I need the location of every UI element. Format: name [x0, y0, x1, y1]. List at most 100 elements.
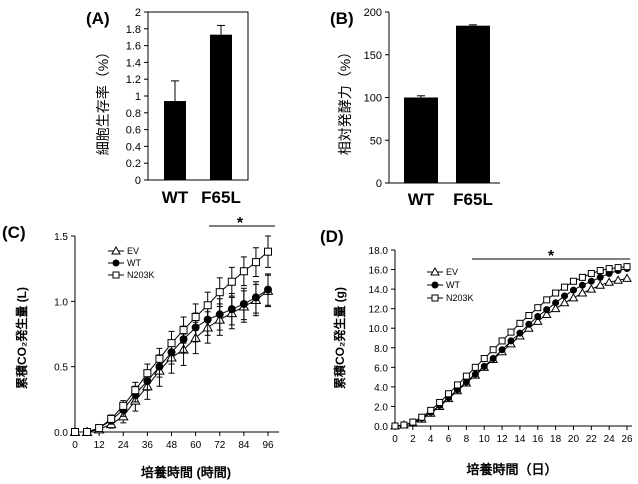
panel-a-bar-f65l: [210, 34, 232, 181]
panel-d-series-wt-point: [498, 346, 506, 354]
panel-c-legend-n203k-label: N203K: [127, 270, 155, 280]
panel-c-x-tick-label: 36: [142, 440, 154, 451]
panel-a-y-tick-label: 0: [135, 175, 141, 187]
panel-c-y-tick-label: 1.5: [54, 232, 68, 243]
panel-b-bar-wt: [404, 97, 438, 183]
panel-c-legend: EV WT N203K: [108, 245, 155, 280]
panel-c-series-wt-point: [227, 305, 236, 314]
panel-c-legend-wt-point: [112, 259, 120, 267]
panel-c-x-tick-label: 48: [166, 440, 178, 451]
panel-a-y-tick-label: 0.4: [126, 141, 141, 153]
panel-c-legend-ev-label: EV: [127, 246, 139, 256]
panel-b-y-tick-label: 0: [376, 178, 382, 190]
panel-d-series-n203k-point: [614, 264, 622, 272]
panel-c-significance-star: *: [237, 215, 244, 232]
panel-b-y-axis-title: 相対発酵力（%）: [337, 45, 353, 155]
panel-b-bar-f65l: [456, 25, 490, 184]
panel-d-x-tick-label: 2: [410, 434, 416, 445]
panel-c-series-n203k-point: [179, 326, 188, 335]
panel-d-series-n203k-point: [578, 273, 586, 281]
panel-d-series-wt-point: [569, 286, 577, 294]
panel-d-x-tick-label: 14: [514, 434, 526, 445]
panel-d-y-tick-label: 14.0: [369, 285, 389, 296]
panel-d-series-n203k-point: [516, 319, 524, 327]
panel-c-x-tick-label: 60: [190, 440, 202, 451]
panel-d-x-tick-label: 20: [568, 434, 580, 445]
panel-d-series-n203k-point: [561, 283, 569, 291]
panel-d-x-tick-label: 10: [479, 434, 491, 445]
panel-d-y-tick-label: 6.0: [374, 363, 388, 374]
panel-d-legend-wt-point: [431, 281, 439, 289]
panel-d-series-ev-point: [586, 284, 597, 293]
panel-d-series-n203k-point: [400, 421, 408, 429]
panel-d-y-tick-label: 18.0: [369, 246, 389, 257]
panel-c-series-n203k-point: [191, 313, 200, 322]
panel-d-x-tick-label: 24: [604, 434, 616, 445]
panel-d-series-n203k-point: [596, 267, 604, 275]
panel-d-series-n203k-point: [436, 399, 444, 407]
panel-d-label: (D): [320, 227, 344, 246]
panel-c-series-n203k-point: [167, 339, 176, 348]
panel-d-series-wt-point: [543, 306, 551, 314]
panel-a-y-tick-label: 2: [135, 7, 141, 19]
panel-d-series-wt-point: [516, 329, 524, 337]
panel-d-series-wt-point: [552, 299, 560, 307]
panel-a-label: (A): [86, 9, 110, 28]
panel-b: (B) 相対発酵力（%） 0 50 100 150 200 WT F65L: [330, 7, 500, 209]
panel-d-series-n203k-point: [525, 312, 533, 320]
panel-a-y-axis-title: 細胞生存率（%）: [95, 45, 111, 155]
panel-d-series-n203k-point: [543, 296, 551, 304]
panel-d-x-tick-label: 8: [464, 434, 470, 445]
panel-c-series-n203k-point: [203, 301, 212, 310]
panel-a-y-tick-label: 0.8: [126, 108, 141, 120]
panel-b-y-tick-label: 150: [364, 50, 382, 62]
panel-c-label: (C): [2, 223, 26, 242]
panel-d-series-wt-point: [471, 370, 479, 378]
panel-c-series-n203k-point: [251, 258, 260, 267]
panel-d-series-n203k-point: [498, 337, 506, 345]
panel-a-y-tick-label: 1: [135, 91, 141, 103]
panel-a-y-tick-label: 0.2: [126, 158, 141, 170]
panel-a-y-tick-label: 1.2: [126, 74, 141, 86]
panel-c-series-n203k-point: [264, 247, 272, 256]
panel-d-series-n203k-point: [569, 277, 577, 285]
panel-d-x-tick-label: 26: [621, 434, 633, 445]
panel-c-series-n203k-point: [83, 428, 92, 436]
panel-d-series-ev-point: [532, 316, 543, 325]
panel-d-series-n203k-point: [587, 269, 595, 277]
panel-d-x-tick-label: 22: [586, 434, 598, 445]
panel-c-legend-ev-point: [111, 245, 121, 255]
panel-d-series-wt-point: [596, 273, 604, 281]
panel-b-category-label: F65L: [453, 190, 493, 209]
panel-d-x-tick-label: 12: [497, 434, 509, 445]
panel-d-series-n203k-point: [445, 390, 453, 398]
panel-b-y-tick-label: 100: [364, 93, 382, 105]
panel-c-series-n203k-point: [155, 354, 164, 363]
panel-c-x-tick-label: 0: [72, 440, 78, 451]
panel-c-legend-wt-label: WT: [127, 258, 141, 268]
panel-c-series-n203k-point: [227, 277, 236, 286]
panel-d-series-n203k-point: [489, 346, 497, 354]
panel-a: (A) 細胞生存率（%） 0 0.2 0.4 0.6 0.8 1 1.2 1.4 1.6 1.8 2…: [86, 7, 249, 207]
panel-b-category-label: WT: [408, 190, 435, 209]
panel-d-legend-ev-point: [430, 266, 440, 276]
panel-d-series-n203k-point: [427, 406, 435, 414]
panel-d-series-wt-point: [534, 312, 542, 320]
panel-d-y-tick-label: 10.0: [369, 324, 389, 335]
panel-d: (D) 累積CO₂発生量 (g) 培養時間（日） * 0 2 4 6 8 10 12 14 16…: [320, 227, 633, 477]
panel-d-series-ev-point: [541, 309, 552, 319]
panel-d-series-n203k-point: [552, 289, 560, 297]
panel-d-x-tick-label: 18: [550, 434, 562, 445]
panel-b-y-tick-label: 200: [364, 7, 382, 19]
panel-d-series-ev-point: [577, 288, 588, 297]
panel-d-series-n203k-point: [409, 418, 417, 426]
panel-a-bar-wt: [164, 101, 186, 180]
panel-d-series-ev-line: [394, 277, 628, 427]
panel-d-y-tick-label: 16.0: [369, 266, 389, 277]
panel-c-y-axis-title: 累積CO₂発生量 (L): [14, 287, 29, 389]
panel-c-series-n203k-point: [215, 288, 224, 297]
panel-d-series-n203k-point: [605, 265, 613, 273]
panel-c-legend-n203k-point: [112, 271, 120, 279]
panel-d-series-n203k-point: [462, 372, 470, 380]
